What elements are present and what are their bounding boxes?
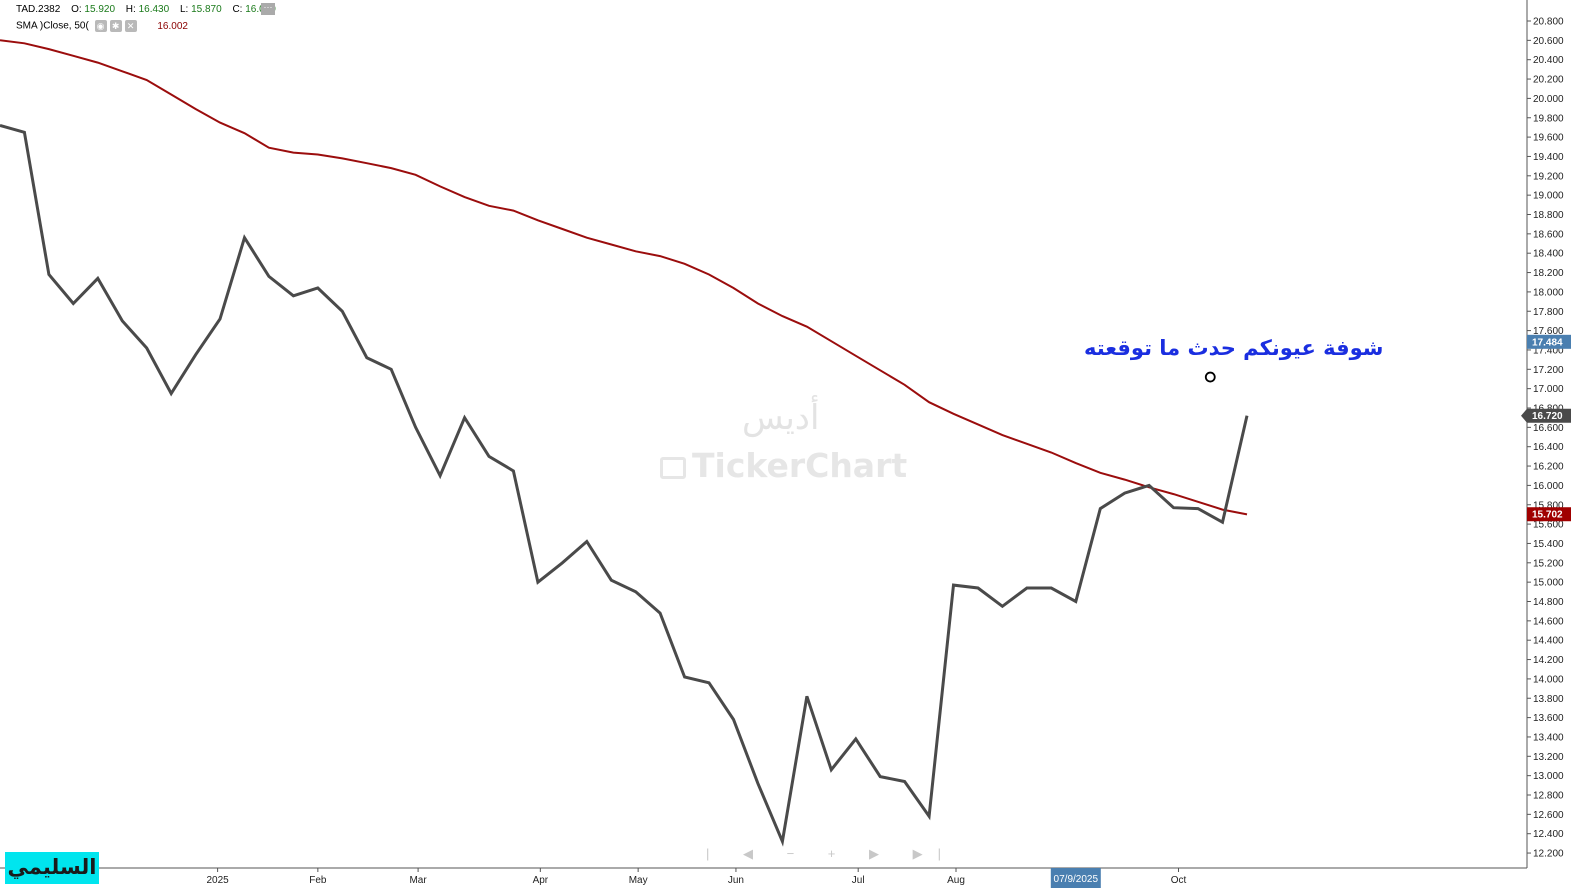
annotation-text[interactable]: شوفة عيونكم حدث ما توقعته: [1084, 336, 1384, 360]
y-tick-label: 20.200: [1533, 75, 1564, 86]
x-tick-label: Aug: [947, 875, 965, 886]
open-value: 15.920: [84, 4, 116, 15]
x-tick-label: Jul: [852, 875, 865, 886]
gear-icon[interactable]: ✱: [109, 20, 122, 32]
x-tick-label: Oct: [1171, 875, 1187, 886]
x-tick-label: Feb: [309, 875, 327, 886]
high-value: 16.430: [138, 4, 170, 15]
close-value: 16.000: [245, 4, 276, 15]
y-tick-label: 18.000: [1533, 287, 1564, 298]
more-options-button[interactable]: ···: [261, 3, 275, 15]
y-tick-label: 16.400: [1533, 442, 1564, 453]
y-tick-label: 20.600: [1533, 36, 1564, 47]
y-tick-label: 14.600: [1533, 616, 1564, 627]
y-tick-label: 15.800: [1533, 500, 1564, 511]
chart-logo-icon: [660, 457, 686, 479]
high-label: H:: [125, 4, 136, 15]
y-tick-label: 17.000: [1533, 384, 1564, 395]
chart-navigation-controls[interactable]: | ◀ − + ▶ ▶|: [706, 846, 956, 861]
y-tick-label: 14.800: [1533, 597, 1564, 608]
watermark-brand-text: TickerChart: [692, 446, 908, 485]
indicator-label: SMA )Close, 50(: [16, 20, 89, 32]
y-tick-label: 15.600: [1533, 520, 1564, 531]
y-tick-label: 19.600: [1533, 133, 1564, 144]
y-tick-label: 15.000: [1533, 578, 1564, 589]
low-value: 15.870: [191, 4, 222, 15]
x-tick-label: Jun: [728, 875, 744, 886]
y-tick-label: 13.400: [1533, 732, 1564, 743]
y-tick-label: 19.800: [1533, 113, 1564, 124]
y-tick-label: 17.400: [1533, 345, 1564, 356]
crosshair-date-tag: [1050, 868, 1101, 888]
last-price-tag: [1527, 334, 1571, 349]
close-icon[interactable]: ✕: [124, 20, 137, 32]
y-tick-label: 13.600: [1533, 713, 1564, 724]
y-tick-label: 15.200: [1533, 558, 1564, 569]
y-tick-label: 16.200: [1533, 462, 1564, 473]
ohlc-header: TAD.2382 O: 15.920 H: 16.430 L: 15.870 C…: [16, 4, 276, 15]
y-tick-label: 16.600: [1533, 423, 1564, 434]
y-tick-label: 18.200: [1533, 268, 1564, 279]
y-tick-label: 19.200: [1533, 171, 1564, 182]
symbol-label: TAD.2382: [16, 4, 61, 15]
y-tick-label: 18.400: [1533, 249, 1564, 260]
y-tick-label: 19.000: [1533, 191, 1564, 202]
x-tick-label: Apr: [533, 875, 549, 886]
crosshair-date-label: 07/9/2025: [1054, 874, 1099, 885]
y-tick-label: 19.400: [1533, 152, 1564, 163]
y-tick-label: 14.000: [1533, 674, 1564, 685]
indicator-value: 16.002: [157, 20, 188, 32]
y-tick-label: 14.200: [1533, 655, 1564, 666]
y-tick-label: 12.800: [1533, 791, 1564, 802]
x-tick-label: May: [629, 875, 648, 886]
y-tick-label: 13.200: [1533, 752, 1564, 763]
y-tick-label: 20.400: [1533, 55, 1564, 66]
y-tick-label: 18.600: [1533, 229, 1564, 240]
y-tick-label: 16.000: [1533, 481, 1564, 492]
sma-value-tag: [1527, 507, 1571, 522]
y-tick-label: 20.800: [1533, 17, 1564, 28]
open-label: O:: [71, 4, 82, 15]
watermark-brand: TickerChart: [660, 446, 907, 485]
time-axis[interactable]: Dec2025FebMarAprMayJunJulAugOct07/9/2025: [0, 868, 1186, 888]
y-tick-label: 15.400: [1533, 539, 1564, 550]
low-label: L:: [179, 4, 189, 15]
indicator-header: SMA )Close, 50( ◉ ✱ ✕ 16.002: [16, 20, 188, 32]
y-tick-label: 14.400: [1533, 636, 1564, 647]
author-badge: السليمي: [5, 852, 99, 884]
sma-value-tag-label: 15.702: [1532, 510, 1563, 521]
y-tick-label: 17.600: [1533, 326, 1564, 337]
y-tick-label: 13.000: [1533, 771, 1564, 782]
y-tick-label: 13.800: [1533, 694, 1564, 705]
close-price-tag-label: 16.720: [1532, 411, 1563, 422]
price-axis[interactable]: 20.800 20.600 20.400 20.200 20.000 19.800 19.6…: [1527, 17, 1564, 860]
y-tick-label: 12.600: [1533, 810, 1564, 821]
y-tick-label: 12.200: [1533, 849, 1564, 860]
price-series-line: [0, 124, 1249, 847]
close-label: C:: [232, 4, 243, 15]
visibility-icon[interactable]: ◉: [94, 20, 107, 32]
watermark-arabic: أديس: [742, 398, 820, 438]
annotation-marker[interactable]: [1204, 371, 1216, 383]
y-tick-label: 20.000: [1533, 94, 1564, 105]
y-tick-label: 12.400: [1533, 829, 1564, 840]
y-tick-label: 17.200: [1533, 365, 1564, 376]
close-price-tag: [1521, 408, 1571, 423]
sma-series-line: [0, 39, 1248, 516]
x-tick-label: Mar: [409, 875, 427, 886]
y-tick-label: 18.800: [1533, 210, 1564, 221]
x-tick-label: 2025: [206, 875, 229, 886]
y-tick-label: 17.800: [1533, 307, 1564, 318]
last-price-tag-label: 17.484: [1532, 337, 1563, 348]
